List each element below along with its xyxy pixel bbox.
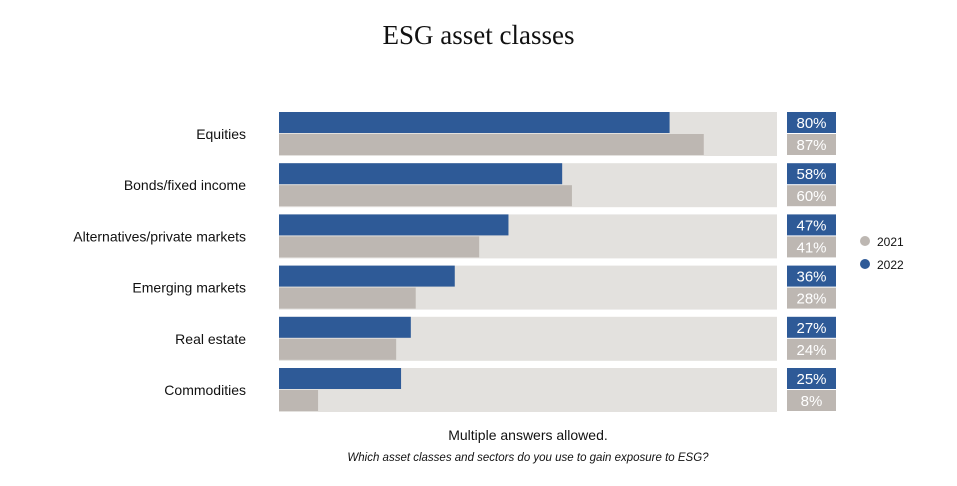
bar-2022 [279,214,509,236]
value-box-2022 [787,265,836,287]
value-label-2022: 58% [796,166,826,183]
value-label-2021: 60% [796,188,826,205]
value-label-2021: 28% [796,291,826,308]
bar-2021 [279,287,416,309]
bar-2021 [279,390,319,411]
bar-2022 [279,316,411,338]
bar-2022 [279,112,670,133]
category-label: Bonds/fixed income [124,177,246,193]
value-label-2022: 80% [796,115,826,132]
value-label-2021: 87% [796,137,826,154]
value-box-2021 [787,287,836,309]
category-label: Commodities [164,382,246,398]
value-box-2022 [787,214,836,236]
bar-2021 [279,134,704,155]
value-box-2022 [787,112,836,133]
value-label-2022: 27% [796,320,826,337]
value-label-2021: 41% [796,239,826,256]
survey-question: Which asset classes and sectors do you u… [347,452,709,464]
value-label-2022: 36% [796,269,826,286]
value-box-2022 [787,316,836,338]
bar-2022 [279,265,455,287]
value-box-2021 [787,185,836,207]
value-label-2021: 8% [801,393,823,410]
bar-2021 [279,236,480,258]
value-box-2022 [787,368,836,389]
bar-2022 [279,163,563,185]
value-label-2021: 24% [796,342,826,359]
legend-label-2021: 2021 [877,235,904,249]
chart-title: ESG asset classes [382,20,575,50]
legend-marker-2021 [860,236,870,246]
category-label: Real estate [175,331,246,347]
value-label-2022: 25% [796,371,826,388]
category-label: Equities [196,126,246,142]
value-box-2021 [787,236,836,258]
value-box-2021 [787,390,836,411]
bar-2022 [279,368,402,389]
legend-marker-2022 [860,259,870,269]
bar-2021 [279,185,572,207]
value-box-2021 [787,134,836,155]
category-label: Emerging markets [132,280,246,296]
value-box-2022 [787,163,836,185]
value-box-2021 [787,338,836,360]
chart-note: Multiple answers allowed. [448,427,608,443]
bar-2021 [279,338,397,360]
legend-label-2022: 2022 [877,258,904,272]
bar-chart: Equities 80% 87% Bonds/fixed income 58% 60% Al… [73,112,904,412]
category-label: Alternatives/private markets [73,228,246,244]
value-label-2022: 47% [796,217,826,234]
